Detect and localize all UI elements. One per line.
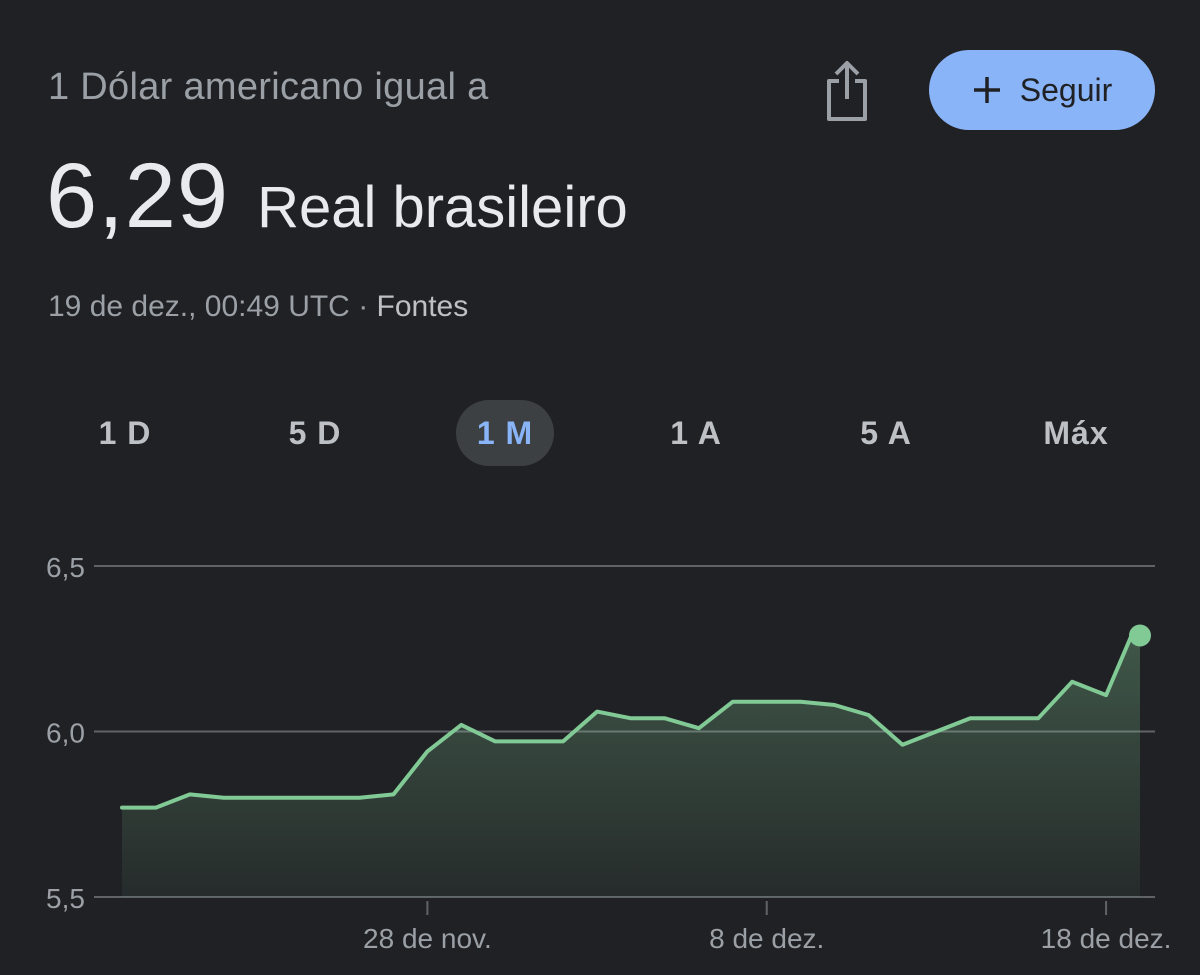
x-tick-label: 28 de nov. (363, 923, 492, 954)
plus-icon (973, 77, 1000, 103)
y-tick-label: 5,5 (46, 883, 85, 914)
series-area (122, 635, 1140, 897)
series-line (120, 633, 1142, 810)
timestamp-text: 19 de dez., 00:49 UTC (48, 290, 350, 323)
y-tick-label: 6,0 (46, 718, 85, 749)
tab-1d[interactable]: 1 D (98, 414, 152, 451)
timestamp: 19 de dez., 00:49 UTC · Fontes (48, 290, 468, 324)
exchange-rate: 6,29 Real brasileiro (46, 145, 628, 247)
exchange-rate-chart: 6,5 6,0 5,5 28 de nov. 8 de dez. 18 de dez. (46, 552, 1172, 954)
tab-5d[interactable]: 5 D (288, 414, 342, 451)
time-range-tabs: 1 D 5 D 1 M 1 A 5 A Máx (0, 400, 1200, 466)
share-button[interactable] (814, 52, 880, 128)
x-tick-label: 18 de dez. (1041, 923, 1172, 954)
rate-value: 6,29 (46, 145, 230, 247)
rate-currency: Real brasileiro (257, 175, 628, 240)
conversion-label: 1 Dólar americano igual a (48, 66, 489, 108)
timestamp-separator: · (349, 290, 377, 323)
sources-link[interactable]: Fontes (376, 290, 469, 323)
x-tick-label: 8 de dez. (709, 923, 824, 954)
follow-label: Seguir (1019, 71, 1113, 108)
tab-5a[interactable]: 5 A (860, 414, 912, 451)
share-icon (827, 61, 867, 121)
tab-max[interactable]: Máx (1043, 414, 1109, 451)
tab-1m[interactable]: 1 M (456, 400, 554, 466)
follow-button[interactable]: Seguir (929, 50, 1155, 130)
current-value-point (1129, 624, 1151, 647)
tab-1a[interactable]: 1 A (670, 414, 722, 451)
y-tick-label: 6,5 (46, 552, 85, 583)
